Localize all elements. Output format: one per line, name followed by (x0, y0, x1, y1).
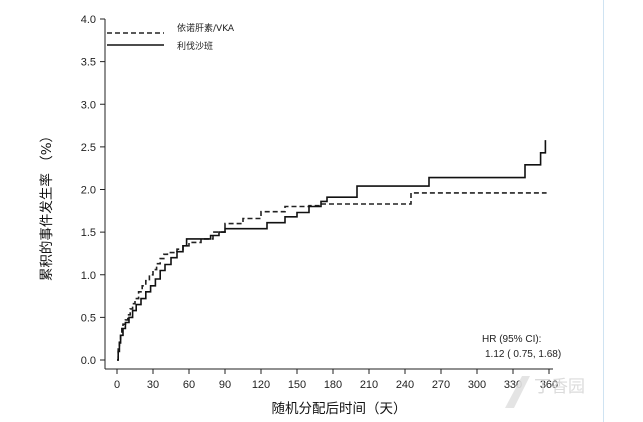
y-axis-title: 累积的事件发生率 （%） (38, 129, 55, 281)
series-line-rivaroxaban (117, 140, 547, 361)
y-tick-label: 1.0 (81, 270, 96, 282)
y-tick-label: 4.0 (81, 14, 96, 26)
watermark-text: 丁香园 (534, 377, 585, 397)
series-layer (117, 140, 547, 361)
y-tick-label: 3.5 (81, 57, 96, 69)
y-tick-label: 0.0 (81, 355, 96, 367)
x-tick-label: 120 (252, 379, 270, 391)
x-tick-label: 240 (396, 379, 414, 391)
chart-axes: 0.0 0.5 1.0 1.5 2.0 2.5 3.0 3.5 4.0 0 30 60 90 120 150… (81, 14, 558, 391)
y-tick-label: 3.0 (81, 99, 96, 111)
watermark-logo: 丁香园 (505, 376, 585, 408)
x-tick-label: 150 (288, 379, 306, 391)
watermark-icon (505, 376, 530, 408)
y-tick-label: 0.5 (81, 312, 96, 324)
x-tick-label: 90 (219, 379, 231, 391)
series-line-enoxaparin-vka (117, 192, 547, 361)
x-tick-label: 30 (147, 379, 159, 391)
x-tick-label: 60 (183, 379, 195, 391)
legend-label-rivaroxaban: 利伐沙班 (177, 40, 213, 52)
legend: 依诺肝素/VKA 利伐沙班 (107, 22, 235, 52)
x-tick-label: 180 (324, 379, 342, 391)
y-tick-label: 2.5 (81, 142, 96, 154)
x-tick-label: 0 (114, 379, 120, 391)
x-tick-label: 300 (468, 379, 486, 391)
x-axis-title: 随机分配后时间（天） (272, 401, 407, 417)
hr-label: HR (95% CI): (482, 334, 541, 345)
hr-value: 1.12 ( 0.75, 1.68) (485, 349, 561, 360)
x-tick-label: 360 (540, 379, 558, 391)
page-divider (603, 0, 604, 422)
y-tick-label: 2.0 (81, 185, 96, 197)
x-tick-label: 270 (432, 379, 450, 391)
x-tick-label: 210 (360, 379, 378, 391)
legend-label-enoxaparin: 依诺肝素/VKA (177, 22, 235, 34)
y-tick-label: 1.5 (81, 227, 96, 239)
